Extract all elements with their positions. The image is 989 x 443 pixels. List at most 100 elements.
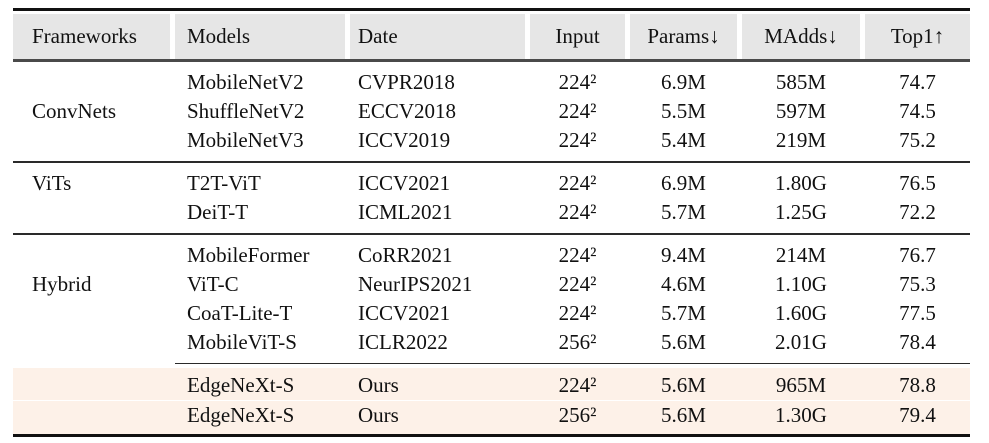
cell-top1: 75.2 bbox=[899, 128, 936, 152]
cell-params: 5.7M bbox=[661, 301, 706, 325]
cell-top1: 76.7 bbox=[899, 243, 936, 267]
cell-model: MobileNetV3 bbox=[187, 128, 304, 152]
cell-input: 224² bbox=[558, 301, 597, 325]
highlighted-group: EdgeNeXt-S Ours 224² 5.6M 965M 78.8 EdgeNeXt-S… bbox=[13, 368, 970, 434]
cell-model: MobileViT-S bbox=[187, 330, 297, 354]
cell-model: EdgeNeXt-S bbox=[187, 403, 295, 427]
cell-params: 5.7M bbox=[661, 200, 706, 224]
cell-madds: 1.25G bbox=[775, 200, 827, 224]
framework-group: ViTs T2T-ViT ICCV2021 224² 6.9M 1.80G 76.5 DeiT… bbox=[13, 163, 970, 233]
cell-date: CVPR2018 bbox=[358, 70, 455, 94]
col-header-top1: Top1↑ bbox=[865, 14, 970, 59]
cell-madds: 1.60G bbox=[775, 301, 827, 325]
table-row: MobileFormer CoRR2021 224² 9.4M 214M 76.7 bbox=[13, 241, 970, 270]
results-table: Frameworks Models Date Input Params↓ MAdds↓ To… bbox=[13, 8, 970, 437]
cell-model: EdgeNeXt-S bbox=[187, 373, 295, 397]
cell-madds: 965M bbox=[775, 373, 827, 397]
cell-input: 256² bbox=[558, 403, 597, 427]
cell-model: T2T-ViT bbox=[187, 171, 261, 195]
cell-input: 224² bbox=[558, 200, 597, 224]
table-header-row: Frameworks Models Date Input Params↓ MAdds↓ To… bbox=[13, 14, 970, 59]
cell-input: 224² bbox=[558, 128, 597, 152]
cell-params: 5.6M bbox=[661, 403, 706, 427]
cell-input: 224² bbox=[558, 373, 597, 397]
cell-top1: 72.2 bbox=[899, 200, 936, 224]
cell-input: 224² bbox=[558, 272, 597, 296]
cell-date: NeurIPS2021 bbox=[358, 272, 473, 296]
cell-model: DeiT-T bbox=[187, 200, 249, 224]
cell-madds: 585M bbox=[775, 70, 827, 94]
cell-date: ICML2021 bbox=[358, 200, 453, 224]
cell-date: ICCV2021 bbox=[358, 301, 451, 325]
cell-params: 5.4M bbox=[661, 128, 706, 152]
cell-top1: 76.5 bbox=[899, 171, 936, 195]
group-separator bbox=[13, 233, 970, 235]
cell-top1: 78.8 bbox=[899, 373, 936, 397]
table-row: CoaT-Lite-T ICCV2021 224² 5.7M 1.60G 77.5 bbox=[13, 299, 970, 328]
cell-params: 9.4M bbox=[661, 243, 706, 267]
cell-madds: 219M bbox=[775, 128, 827, 152]
cell-params: 6.9M bbox=[661, 171, 706, 195]
cell-madds: 1.80G bbox=[775, 171, 827, 195]
cell-input: 224² bbox=[558, 99, 597, 123]
table-row: DeiT-T ICML2021 224² 5.7M 1.25G 72.2 bbox=[13, 198, 970, 227]
cell-params: 5.5M bbox=[661, 99, 706, 123]
cell-params: 5.6M bbox=[661, 330, 706, 354]
header-rule bbox=[13, 59, 970, 62]
cell-date: ICLR2022 bbox=[358, 330, 448, 354]
group-separator bbox=[13, 161, 970, 163]
framework-group: MobileNetV2 CVPR2018 224² 6.9M 585M 74.7 ConvN… bbox=[13, 62, 970, 161]
cell-model: ViT-C bbox=[187, 272, 239, 296]
cell-input: 224² bbox=[558, 171, 597, 195]
table-body: MobileNetV2 CVPR2018 224² 6.9M 585M 74.7 ConvN… bbox=[13, 62, 970, 434]
cell-madds: 1.30G bbox=[775, 403, 827, 427]
table-row: Hybrid ViT-C NeurIPS2021 224² 4.6M 1.10G 75.3 bbox=[13, 270, 970, 299]
cell-top1: 75.3 bbox=[899, 272, 936, 296]
cell-model: MobileNetV2 bbox=[187, 70, 304, 94]
table-row: ConvNets ShuffleNetV2 ECCV2018 224² 5.5M 597M… bbox=[13, 97, 970, 126]
cell-model: CoaT-Lite-T bbox=[187, 301, 293, 325]
cell-model: MobileFormer bbox=[187, 243, 310, 267]
cell-madds: 2.01G bbox=[775, 330, 827, 354]
cell-input: 224² bbox=[558, 70, 597, 94]
cell-date: ECCV2018 bbox=[358, 99, 457, 123]
top-rule bbox=[13, 8, 970, 11]
table-row: ViTs T2T-ViT ICCV2021 224² 6.9M 1.80G 76.5 bbox=[13, 169, 970, 198]
col-header-madds: MAdds↓ bbox=[742, 14, 860, 59]
bottom-rule bbox=[13, 434, 970, 437]
framework-group: MobileFormer CoRR2021 224² 9.4M 214M 76.7 Hybr… bbox=[13, 235, 970, 363]
col-header-params: Params↓ bbox=[630, 14, 737, 59]
cell-params: 4.6M bbox=[661, 272, 706, 296]
col-header-date: Date bbox=[350, 14, 525, 59]
cell-top1: 74.7 bbox=[899, 70, 936, 94]
cell-madds: 597M bbox=[775, 99, 827, 123]
col-header-frameworks: Frameworks bbox=[13, 14, 170, 59]
cell-top1: 77.5 bbox=[899, 301, 936, 325]
cell-date: Ours bbox=[358, 373, 399, 397]
cell-madds: 214M bbox=[775, 243, 827, 267]
cell-framework: Hybrid bbox=[32, 272, 92, 296]
col-header-models: Models bbox=[175, 14, 345, 59]
cell-top1: 74.5 bbox=[899, 99, 936, 123]
table-row: MobileNetV2 CVPR2018 224² 6.9M 585M 74.7 bbox=[13, 68, 970, 97]
cell-params: 6.9M bbox=[661, 70, 706, 94]
table-row: EdgeNeXt-S Ours 256² 5.6M 1.30G 79.4 bbox=[13, 400, 970, 430]
cell-framework: ViTs bbox=[32, 171, 72, 195]
table-row: MobileNetV3 ICCV2019 224² 5.4M 219M 75.2 bbox=[13, 126, 970, 155]
cell-top1: 78.4 bbox=[899, 330, 936, 354]
cell-model: ShuffleNetV2 bbox=[187, 99, 305, 123]
cell-input: 256² bbox=[558, 330, 597, 354]
col-header-input: Input bbox=[530, 14, 625, 59]
table-row: MobileViT-S ICLR2022 256² 5.6M 2.01G 78.4 bbox=[13, 328, 970, 357]
cell-date: CoRR2021 bbox=[358, 243, 453, 267]
table-row: EdgeNeXt-S Ours 224² 5.6M 965M 78.8 bbox=[13, 371, 970, 400]
cell-params: 5.6M bbox=[661, 373, 706, 397]
cell-framework: ConvNets bbox=[32, 99, 116, 123]
cell-date: Ours bbox=[358, 403, 399, 427]
cell-date: ICCV2021 bbox=[358, 171, 451, 195]
cell-madds: 1.10G bbox=[775, 272, 827, 296]
cell-input: 224² bbox=[558, 243, 597, 267]
partial-separator bbox=[175, 363, 970, 364]
cell-top1: 79.4 bbox=[899, 403, 936, 427]
cell-date: ICCV2019 bbox=[358, 128, 451, 152]
